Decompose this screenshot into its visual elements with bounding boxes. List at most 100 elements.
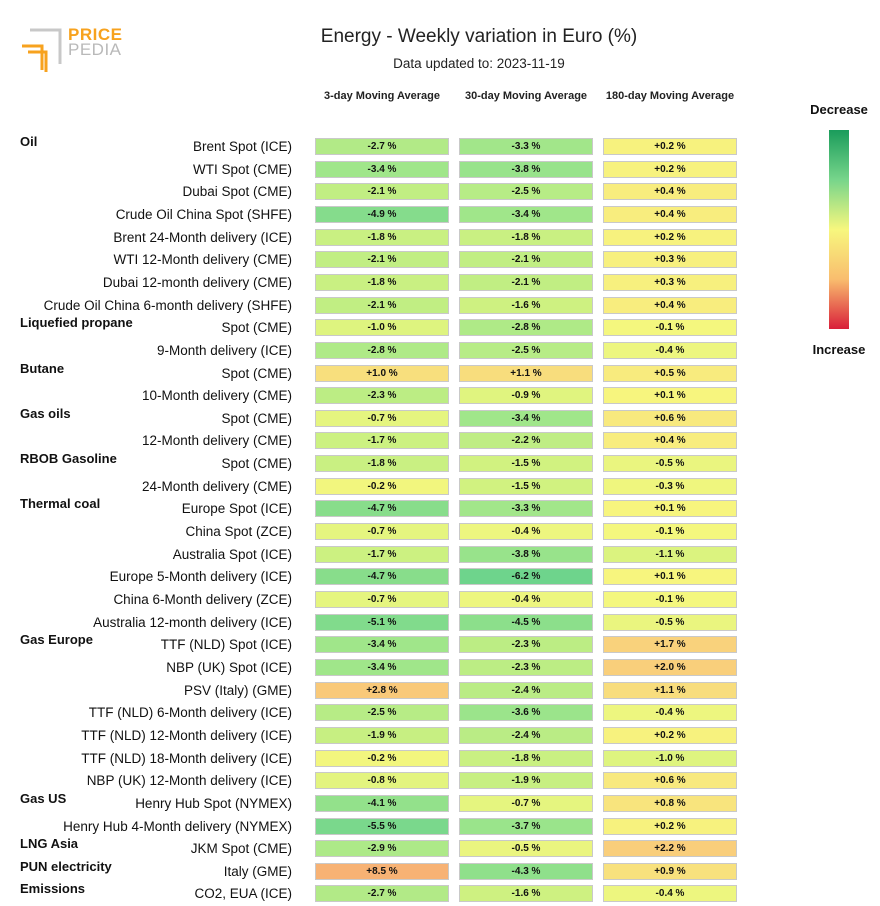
value-cell: +1.7 %	[603, 636, 737, 654]
value-cell: +0.2 %	[603, 817, 737, 835]
value-cell: -0.9 %	[459, 387, 593, 405]
table-row: Emissions CO2, EUA (ICE) -2.7 % -1.6 % -0.4 …	[0, 881, 880, 906]
group-label: Oil	[20, 134, 38, 149]
row-label: China 6-Month delivery (ZCE)	[113, 592, 292, 607]
value-cell: -3.8 %	[459, 160, 593, 178]
row-label: 12-Month delivery (CME)	[141, 433, 292, 449]
table-row: TTF (NLD) 12-Month delivery (ICE) -1.9 % -…	[0, 726, 880, 748]
value-cell: +0.4 %	[603, 183, 737, 201]
table-row: PUN electricity Italy (GME) +8.5 % -4.3 % +0…	[0, 859, 880, 884]
value-cell: -1.1 %	[603, 545, 737, 563]
value-cell: -2.7 %	[315, 138, 449, 155]
row-label: TTF (NLD) Spot (ICE)	[160, 637, 292, 653]
value-cell: -4.7 %	[315, 568, 449, 586]
value-cell: -1.8 %	[315, 455, 449, 473]
value-cell: -3.4 %	[315, 658, 449, 676]
row-label: 24-Month delivery (CME)	[141, 478, 292, 494]
value-cell: -1.8 %	[315, 273, 449, 291]
value-cell: -3.6 %	[459, 704, 593, 722]
table-row: 24-Month delivery (CME) -0.2 % -1.5 % -0.3 …	[0, 477, 880, 499]
value-cell: -2.1 %	[315, 183, 449, 201]
row-label: Spot (CME)	[221, 365, 292, 381]
value-cell: +1.1 %	[459, 364, 593, 382]
value-cell: -4.7 %	[315, 500, 449, 518]
chart-title: Energy - Weekly variation in Euro (%)	[320, 26, 638, 47]
row-label: WTI Spot (CME)	[192, 161, 292, 177]
table-row: Thermal coal Europe Spot (ICE) -4.7 % -3.3 …	[0, 496, 880, 521]
value-cell: +0.2 %	[603, 138, 737, 155]
row-label: Europe Spot (ICE)	[181, 501, 292, 517]
value-cell: -0.4 %	[603, 885, 737, 903]
value-cell: -3.4 %	[459, 409, 593, 427]
row-label: 10-Month delivery (CME)	[141, 388, 292, 404]
value-cell: -2.4 %	[459, 681, 593, 699]
table-row: China Spot (ZCE) -0.7 % -0.4 % -0.1 %	[0, 522, 880, 544]
table-row: Oil Brent Spot (ICE) -2.7 % -3.3 % +0.2 %	[0, 134, 880, 159]
table-row: TTF (NLD) 18-Month delivery (ICE) -0.2 % -…	[0, 749, 880, 771]
value-cell: -0.7 %	[315, 591, 449, 608]
value-cell: -0.5 %	[603, 455, 737, 473]
row-label: NBP (UK) Spot (ICE)	[166, 659, 292, 675]
row-label: PSV (Italy) (GME)	[183, 682, 292, 698]
group-label: RBOB Gasoline	[20, 451, 117, 467]
row-label: China Spot (ZCE)	[185, 524, 292, 540]
value-cell: -2.8 %	[315, 341, 449, 359]
table-row: LNG Asia JKM Spot (CME) -2.9 % -0.5 % +2.2 %	[0, 836, 880, 861]
group-label: Emissions	[20, 881, 86, 897]
value-cell: -0.4 %	[459, 523, 593, 541]
value-cell: +0.5 %	[603, 364, 737, 382]
table-row: WTI Spot (CME) -3.4 % -3.8 % +0.2 %	[0, 160, 880, 182]
table-row: Australia Spot (ICE) -1.7 % -3.8 % -1.1 %	[0, 545, 880, 567]
value-cell: -2.1 %	[459, 251, 593, 269]
value-cell: -1.0 %	[315, 319, 449, 337]
table-row: Dubai 12-month delivery (CME) -1.8 % -2.1 …	[0, 273, 880, 295]
value-cell: +8.5 %	[315, 862, 449, 880]
value-cell: -1.5 %	[459, 455, 593, 473]
chart-subtitle: Data updated to: 2023-11-19	[393, 56, 565, 71]
value-cell: -2.5 %	[315, 704, 449, 722]
row-label: Australia Spot (ICE)	[172, 546, 292, 562]
value-cell: +0.4 %	[603, 432, 737, 450]
value-cell: -1.9 %	[315, 726, 449, 744]
group-label: Gas US	[20, 790, 67, 806]
value-cell: -3.4 %	[315, 636, 449, 654]
logo-text-line1: PRICE	[68, 25, 123, 44]
pricepedia-logo: PRICE PEDIA	[20, 26, 130, 74]
table-row: NBP (UK) 12-Month delivery (ICE) -0.8 % -1…	[0, 771, 880, 793]
table-row: RBOB Gasoline Spot (CME) -1.8 % -1.5 % -0.5 …	[0, 451, 880, 476]
value-cell: -2.5 %	[459, 341, 593, 359]
value-cell: -5.1 %	[315, 613, 449, 631]
value-cell: -2.1 %	[315, 251, 449, 269]
group-label: Gas Europe	[20, 632, 93, 648]
row-label: Henry Hub Spot (NYMEX)	[135, 795, 292, 811]
group-label: Thermal coal	[20, 496, 101, 512]
group-label: Butane	[20, 360, 65, 376]
value-cell: -2.1 %	[315, 296, 449, 314]
table-row: China 6-Month delivery (ZCE) -0.7 % -0.4 %…	[0, 590, 880, 612]
value-cell: -2.1 %	[459, 273, 593, 291]
value-cell: +0.6 %	[603, 772, 737, 790]
table-row: Australia 12-month delivery (ICE) -5.1 % -…	[0, 613, 880, 635]
row-label: Spot (CME)	[221, 456, 292, 472]
value-cell: -0.8 %	[315, 772, 449, 790]
table-row: WTI 12-Month delivery (CME) -2.1 % -2.1 % +…	[0, 250, 880, 272]
value-cell: -0.2 %	[315, 749, 449, 767]
row-label: Dubai Spot (CME)	[182, 184, 292, 200]
table-row: Dubai Spot (CME) -2.1 % -2.5 % +0.4 %	[0, 182, 880, 204]
value-cell: +0.2 %	[603, 726, 737, 744]
row-label: Brent Spot (ICE)	[192, 139, 292, 154]
group-label: Liquefied propane	[20, 315, 133, 331]
value-cell: +0.3 %	[603, 273, 737, 291]
value-cell: -2.9 %	[315, 840, 449, 858]
value-cell: -0.7 %	[315, 409, 449, 427]
value-cell: +0.8 %	[603, 794, 737, 812]
row-label: Crude Oil China 6-month delivery (SHFE)	[43, 297, 292, 313]
value-cell: +0.1 %	[603, 568, 737, 586]
value-cell: -3.4 %	[315, 160, 449, 178]
value-cell: -3.3 %	[459, 500, 593, 518]
row-label: JKM Spot (CME)	[190, 841, 292, 857]
value-cell: +1.0 %	[315, 364, 449, 382]
legend-decrease-label: Decrease	[810, 102, 868, 117]
row-label: Australia 12-month delivery (ICE)	[93, 614, 292, 630]
table-row: TTF (NLD) 6-Month delivery (ICE) -2.5 % -3…	[0, 703, 880, 725]
